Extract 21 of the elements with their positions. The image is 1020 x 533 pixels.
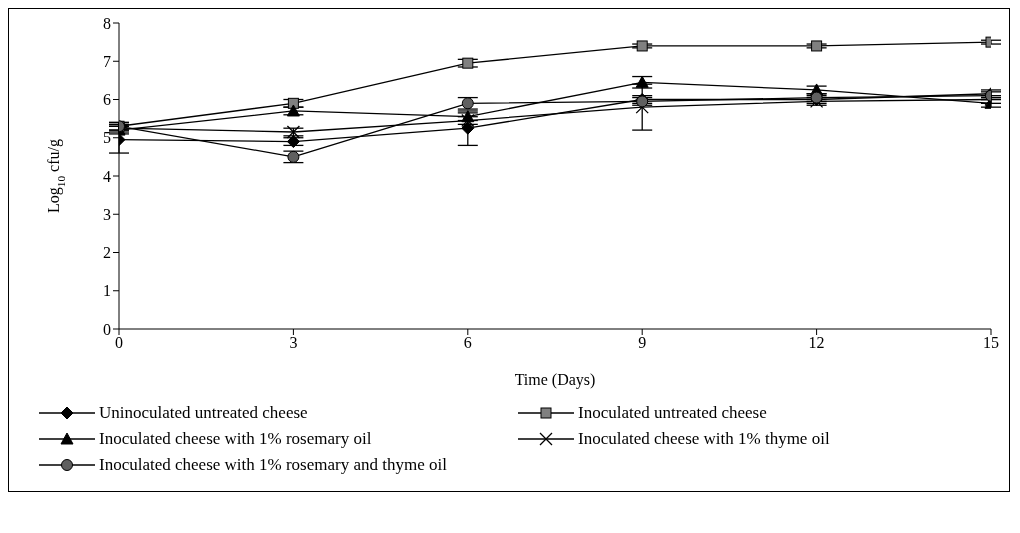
y-tick-label: 0 (103, 320, 111, 338)
legend-label: Uninoculated untreated cheese (99, 403, 308, 423)
y-tick-label: 3 (103, 205, 111, 223)
legend-label: Inoculated cheese with 1% rosemary oil (99, 429, 372, 449)
y-tick-label: 1 (103, 282, 111, 300)
legend-label: Inoculated cheese with 1% thyme oil (578, 429, 830, 449)
x-axis-title: Time (Days) (514, 371, 596, 389)
y-tick-label: 4 (103, 167, 111, 185)
y-tick-label: 6 (103, 91, 111, 109)
x-tick-label: 12 (808, 334, 825, 352)
x-tick-label: 0 (115, 334, 123, 352)
x-tick-label: 9 (638, 334, 647, 352)
x-tick-label: 6 (463, 334, 472, 352)
y-tick-label: 5 (103, 129, 111, 147)
y-tick-label: 7 (103, 52, 111, 70)
y-tick-label: 2 (103, 244, 111, 262)
x-tick-label: 15 (983, 334, 999, 352)
x-tick-label: 3 (289, 334, 298, 352)
y-tick-label: 8 (103, 14, 111, 32)
legend-label: Inoculated cheese with 1% rosemary and thyme oil (99, 455, 447, 475)
legend-label: Inoculated untreated cheese (578, 403, 767, 423)
